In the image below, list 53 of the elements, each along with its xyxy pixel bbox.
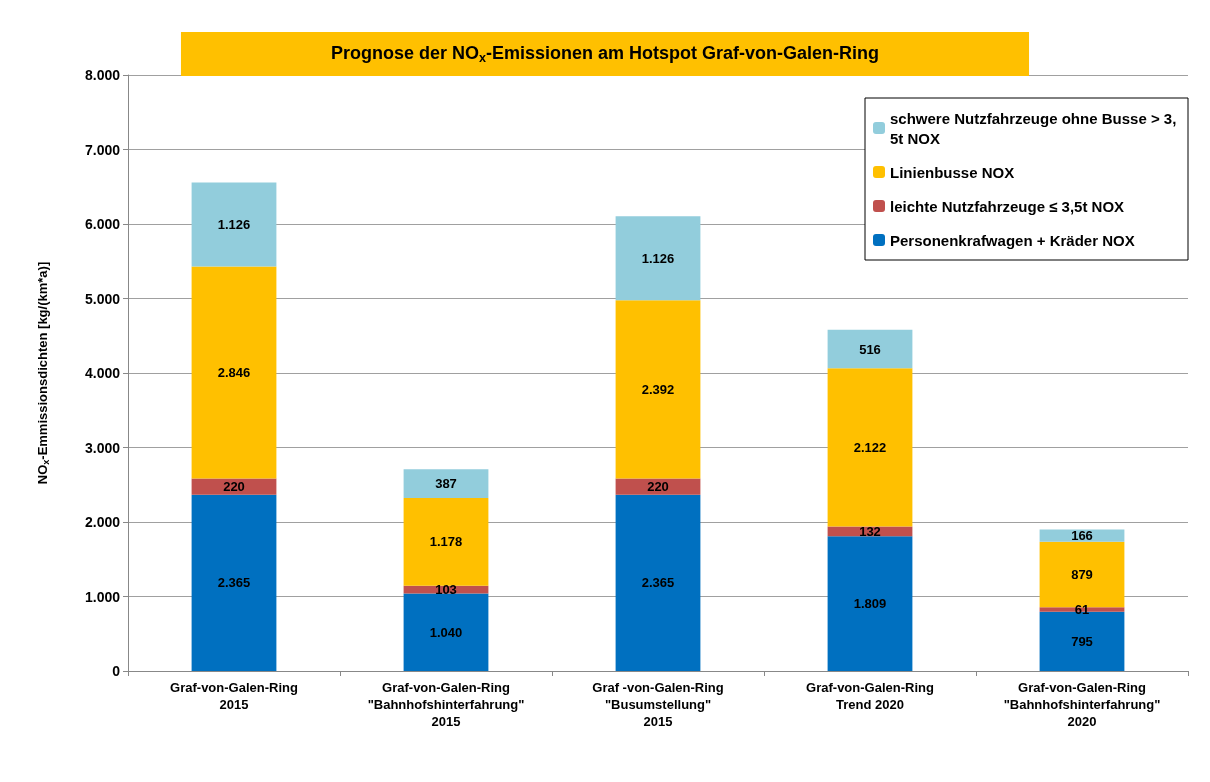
x-tick-label: Graf-von-Galen-Ring 2015 [170,680,298,712]
data-label: 166 [1071,528,1093,544]
data-label: 516 [859,341,881,357]
data-label: 2.392 [641,381,675,397]
data-label: 132 [859,523,881,539]
bar [191,266,277,479]
data-label: 795 [1071,633,1093,649]
legend-label: Personenkrafwagen + Kräder NOX [890,231,1135,249]
data-label: 879 [1071,566,1093,582]
y-tick-label: 2.000 [84,514,121,530]
bar [403,593,489,671]
legend-label: schwere Nutzfahrzeuge ohne Busse > 3,5t NOX [890,109,1177,147]
bar [615,300,701,479]
x-tick-label: Graf -von-Galen-Ring "Busumstellung" 2015 [592,680,724,729]
y-tick-label: 1.000 [84,588,121,605]
y-tick-label: 8.000 [84,67,121,83]
bar [1039,607,1125,612]
x-tick-label: Graf-von-Galen-Ring Trend 2020 [806,680,934,712]
x-tick-label: Graf-von-Galen-Ring "Bahnhofshinterfahrung" 2020 [1003,680,1161,729]
bar [827,329,913,369]
bar [191,182,277,267]
bar [615,216,701,301]
bar [827,368,913,527]
y-tick-label: 4.000 [84,365,121,381]
data-label: 1.040 [429,624,463,640]
bar [191,494,277,671]
y-tick-label: 0 [112,663,121,679]
y-tick-label: 7.000 [84,141,121,158]
bar [191,478,277,495]
data-label: 1.126 [641,250,675,266]
data-label: 103 [435,582,457,598]
data-label: 220 [223,479,245,495]
data-label: 2.846 [217,364,251,380]
y-tick-label: 3.000 [84,439,121,456]
data-label: 2.365 [217,575,251,591]
data-label: 387 [435,476,457,492]
data-label: 2.122 [853,439,887,455]
data-label: 1.126 [217,216,251,232]
x-tick-label: Graf-von-Galen-Ring "Bahnhofshinterfahrung" 2015 [367,680,525,729]
data-label: 220 [647,479,669,495]
bar [1039,529,1125,542]
bar [615,478,701,495]
bar [403,469,489,499]
bar [615,494,701,671]
legend-label: leichte Nutzfahrzeuge ≤ 3,5t NOX [890,197,1125,215]
legend-label: Linienbusse NOX [890,163,1015,181]
bar [827,536,913,671]
data-label: 1.809 [853,596,887,612]
data-label: 2.365 [641,575,675,591]
y-tick-label: 5.000 [84,290,121,307]
data-label: 1.178 [429,534,463,550]
bar [403,498,489,586]
y-tick-label: 6.000 [84,216,121,232]
